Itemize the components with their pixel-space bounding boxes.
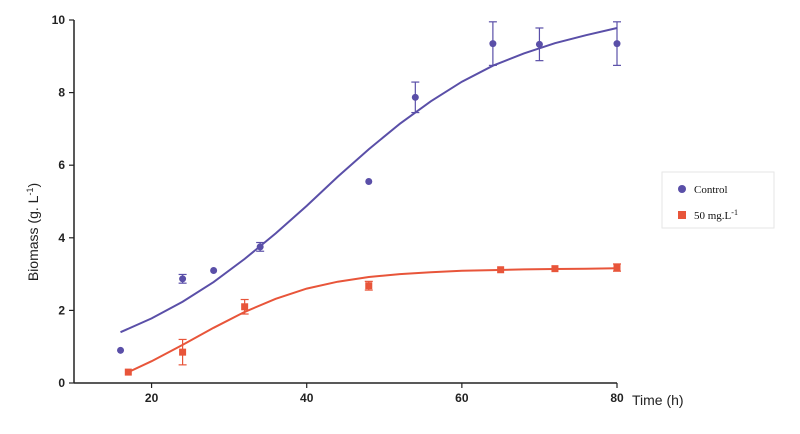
y-axis-title-sup: -1 [25,188,35,196]
point-50mg-0 [124,368,132,376]
series-50mg [124,263,621,376]
axes [73,20,617,384]
x-axis-title: Time (h) [632,392,684,408]
legend: Control 50 mg.L-1 [661,171,775,229]
point-50mg-6 [613,264,621,272]
x-tick-label-20: 20 [145,391,159,405]
point-50mg-2 [241,303,249,311]
point-50mg-5 [551,265,559,273]
point-50mg-4 [497,266,505,274]
fit-curve-50mg [127,267,618,374]
y-axis-title-close: ) [25,183,41,188]
x-tick-label-40: 40 [300,391,314,405]
y-tick-label-0: 0 [58,376,65,390]
series-layer [117,21,621,376]
y-axis-title: Biomass (g. L-1) [25,183,41,281]
point-control-3 [256,243,264,251]
x-tick-label-60: 60 [455,391,469,405]
point-50mg-3 [365,282,373,290]
y-axis-title-main: Biomass (g. L [25,195,41,281]
fit-curve-control [120,27,618,334]
point-control-4 [365,178,373,186]
legend-label-50mg-main: 50 mg.L [694,210,732,222]
legend-label-50mg-sup: -1 [731,208,738,217]
point-control-2 [210,266,218,274]
legend-marker-50mg [678,211,686,219]
series-control [117,21,621,354]
x-ticks: 20 40 60 80 [145,383,624,405]
legend-label-control: Control [694,184,728,196]
y-tick-label-8: 8 [58,86,65,100]
point-control-8 [613,40,621,48]
y-ticks: 0 2 4 6 8 10 [52,13,74,390]
point-control-0 [117,346,125,354]
point-control-7 [535,40,543,48]
y-tick-label-4: 4 [58,231,65,245]
legend-label-50mg: 50 mg.L-1 [694,208,738,222]
point-control-5 [411,93,419,101]
point-control-1 [179,275,187,283]
point-50mg-1 [179,348,187,356]
point-control-6 [489,40,497,48]
y-tick-label-10: 10 [52,13,66,27]
legend-marker-control [678,185,686,193]
x-tick-label-80: 80 [610,391,624,405]
y-tick-label-2: 2 [58,303,65,317]
y-tick-label-6: 6 [58,158,65,172]
